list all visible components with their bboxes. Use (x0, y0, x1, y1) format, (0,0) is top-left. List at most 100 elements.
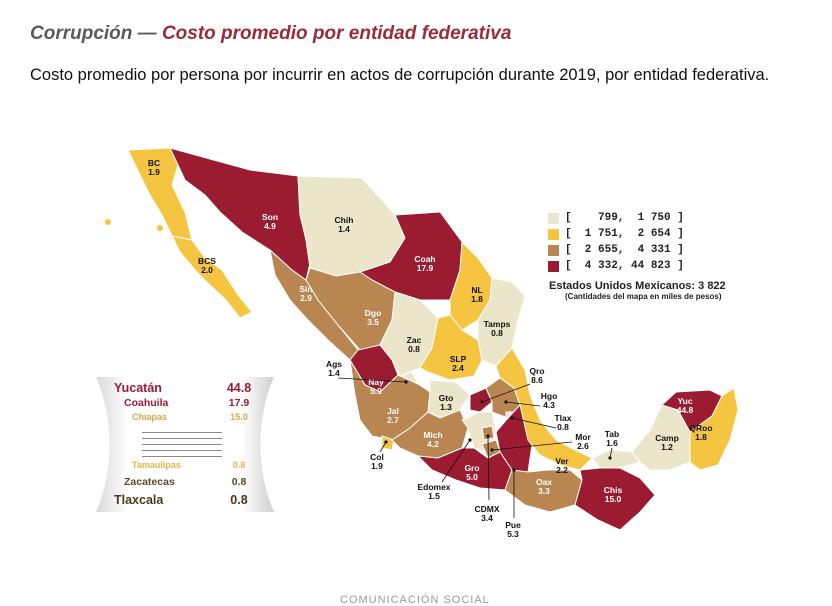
state-label-dgo: Dgo (365, 308, 382, 318)
state-label-bcs: BCS (198, 256, 216, 266)
state-value-coah: 17.9 (417, 263, 434, 273)
ranking-state-value: 0.8 (230, 493, 248, 507)
national-total: Estados Unidos Mexicanos: 3 822 (Cantida… (549, 280, 726, 301)
state-value-tamps: 0.8 (491, 328, 503, 338)
state-label-coah: Coah (414, 254, 435, 264)
legend-swatch (548, 244, 559, 256)
leader-line-col (379, 441, 387, 453)
legend-swatch (548, 260, 559, 272)
map-labels: BC1.9BCS2.0Son4.9Chih1.4Coah17.9NL1.8Tam… (148, 158, 713, 539)
legend-swatch (548, 228, 559, 240)
ranking-state-value: 17.9 (228, 397, 250, 409)
state-value-pue: 5.3 (507, 529, 519, 539)
state-label-ags: Ags (326, 359, 342, 369)
state-label-nay: Nay (368, 377, 384, 387)
ranking-box: Yucatán 44.8 Coahuila 17.9 Chiapas 15.0 Tamaul… (96, 377, 274, 512)
state-label-mich: Mich (423, 430, 442, 440)
footer-text: COMUNICACIÓN SOCIAL (340, 594, 490, 606)
state-value-chis: 15.0 (605, 494, 622, 504)
leader-dot-tab (608, 456, 612, 460)
state-label-qroo: QRoo (689, 423, 712, 433)
leader-line-hgo (505, 401, 541, 407)
legend-range: [ 1 751, 2 654 ] (565, 228, 684, 240)
state-qroo (689, 387, 739, 471)
legend-item: [ 4 332, 44 823 ] (548, 258, 684, 274)
ranking-state-value: 44.8 (226, 381, 252, 395)
state-value-hgo: 4.3 (543, 400, 555, 410)
state-slp (419, 314, 483, 381)
state-label-yuc: Yuc (677, 396, 692, 406)
legend-range: [ 799, 1 750 ] (565, 212, 684, 224)
state-label-mor: Mor (575, 432, 591, 442)
leader-line-ags (337, 377, 407, 383)
state-value-son: 4.9 (264, 221, 276, 231)
state-label-slp: SLP (450, 354, 467, 364)
state-col (381, 435, 395, 451)
state-value-nay: 5.9 (370, 386, 382, 396)
state-label-chis: Chis (604, 485, 623, 495)
state-value-col: 1.9 (371, 461, 383, 471)
state-label-zac: Zac (407, 335, 422, 345)
map-regions (105, 147, 739, 531)
leader-dot-qro (480, 400, 484, 404)
state-label-son: Son (262, 212, 278, 222)
ranking-state-value: 0.8 (232, 460, 246, 470)
state-bcs (171, 235, 253, 319)
state-zac (379, 291, 439, 377)
legend-item: [ 799, 1 750 ] (548, 210, 684, 226)
legend-item: [ 1 751, 2 654 ] (548, 226, 684, 242)
leader-line-tab (609, 447, 613, 459)
ranking-state-value: 0.8 (231, 476, 247, 488)
state-value-cdmx: 3.4 (481, 513, 493, 523)
state-value-jal: 2.7 (387, 415, 399, 425)
state-label-camp: Camp (655, 433, 679, 443)
state-label-chih: Chih (335, 215, 354, 225)
state-value-qro: 8.6 (531, 375, 543, 385)
ranking-row: Zacatecas 0.8 (96, 476, 266, 492)
state-label-cdmx: CDMX (474, 504, 499, 514)
intro-text: Costo promedio por persona por incurrir … (30, 66, 770, 84)
state-value-bcs: 2.0 (201, 265, 213, 275)
page-title: Corrupción — Costo promedio por entidad … (30, 23, 511, 45)
state-label-tamps: Tamps (484, 319, 511, 329)
leader-line-tlax (511, 417, 557, 429)
ranking-state-value: 15.0 (230, 412, 248, 422)
state-value-bc: 1.9 (148, 167, 160, 177)
state-ver (495, 347, 593, 471)
state-value-ags: 1.4 (328, 368, 340, 378)
ranking-state-name: Tamaulipas (132, 460, 181, 470)
state-label-ver: Ver (555, 456, 569, 466)
ranking-row: Coahuila 17.9 (96, 397, 266, 413)
state-value-edomex: 1.5 (428, 491, 440, 501)
state-value-gto: 1.3 (440, 402, 452, 412)
ranking-state-name: Coahuila (124, 397, 169, 409)
state-value-oax: 3.3 (538, 486, 550, 496)
state-label-pue: Pue (505, 520, 521, 530)
national-total-text: Estados Unidos Mexicanos: 3 822 (549, 280, 726, 292)
leader-dot-pue (512, 468, 516, 472)
ranking-state-name: Tlaxcala (114, 493, 164, 507)
leader-dot-mor (490, 448, 494, 452)
leader-dot-tlax (510, 416, 514, 420)
state-value-ver: 2.2 (556, 465, 568, 475)
island-shape (157, 225, 163, 231)
leader-dot-edomex (468, 438, 472, 442)
state-label-gro: Gro (464, 463, 479, 473)
state-label-jal: Jal (387, 406, 399, 416)
state-label-sin: Sin (299, 284, 312, 294)
state-label-nl: NL (471, 285, 482, 295)
legend-range: [ 2 655, 4 331 ] (565, 244, 684, 256)
ranking-state-name: Chiapas (132, 412, 168, 422)
state-value-chih: 1.4 (338, 224, 350, 234)
ranking-row: Yucatán 44.8 (96, 381, 266, 397)
legend-note: (Cantidades del mapa en miles de pesos) (565, 292, 722, 301)
state-value-mich: 4.2 (427, 439, 439, 449)
state-value-tlax: 0.8 (557, 422, 569, 432)
state-value-gro: 5.0 (466, 472, 478, 482)
ranking-row: Chiapas 15.0 (96, 412, 266, 428)
state-label-oax: Oax (536, 477, 552, 487)
state-label-hgo: Hgo (541, 391, 558, 401)
ranking-row: Tlaxcala 0.8 (96, 493, 266, 509)
state-value-slp: 2.4 (452, 363, 464, 373)
